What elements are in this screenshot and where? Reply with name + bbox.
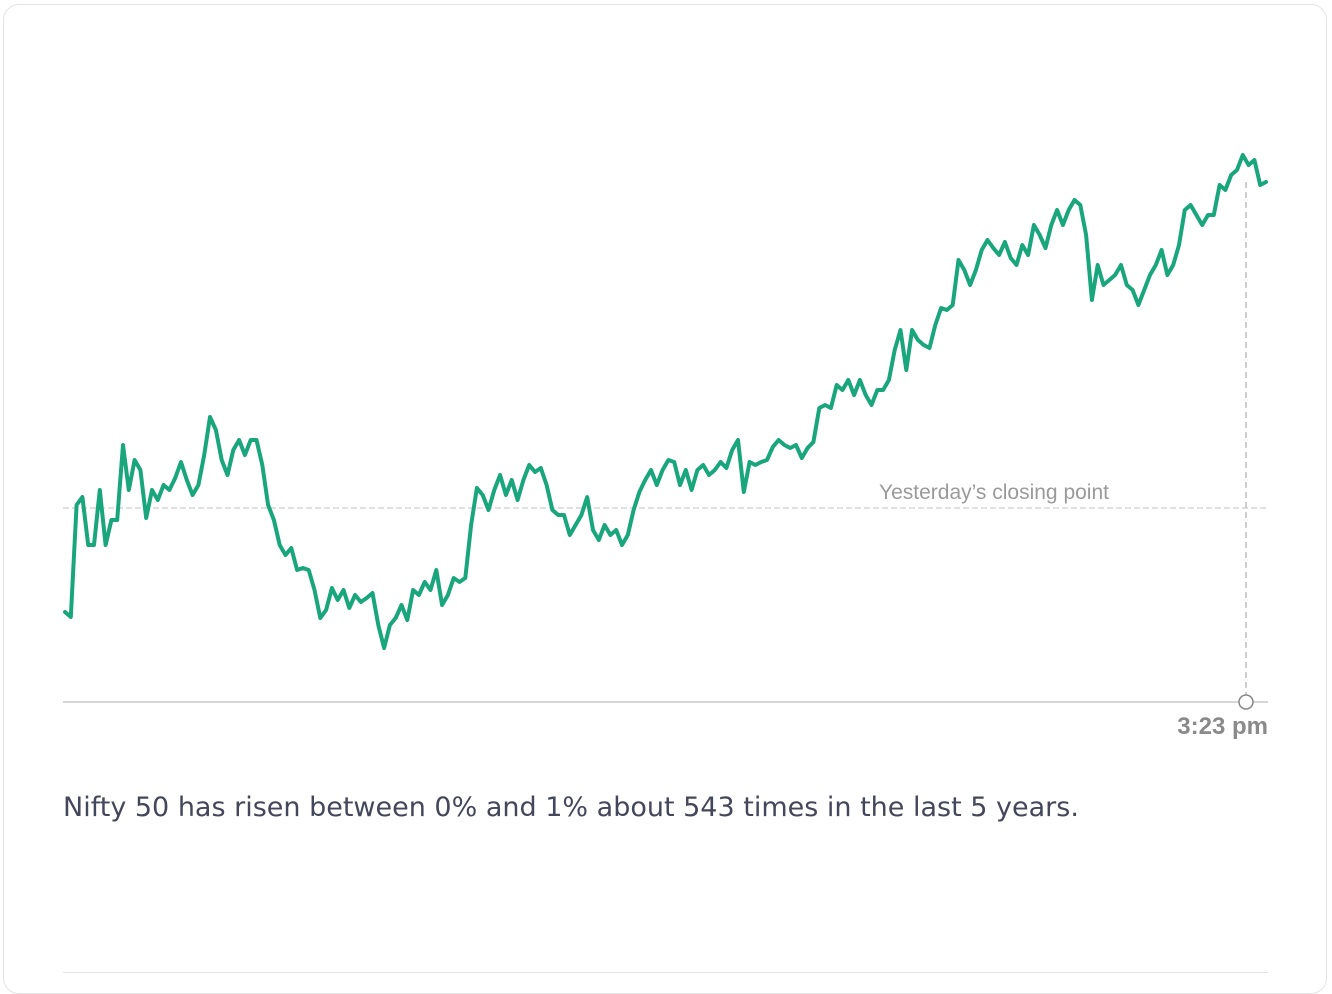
- price-line: [63, 153, 1268, 650]
- caption: Nifty 50 has risen between 0% and 1% abo…: [63, 792, 1079, 823]
- x-label: 3:23 pm: [1177, 713, 1268, 740]
- reference-label: Yesterday’s closing point: [879, 481, 1109, 504]
- cursor-dot: [1238, 694, 1254, 710]
- divider: [63, 972, 1268, 973]
